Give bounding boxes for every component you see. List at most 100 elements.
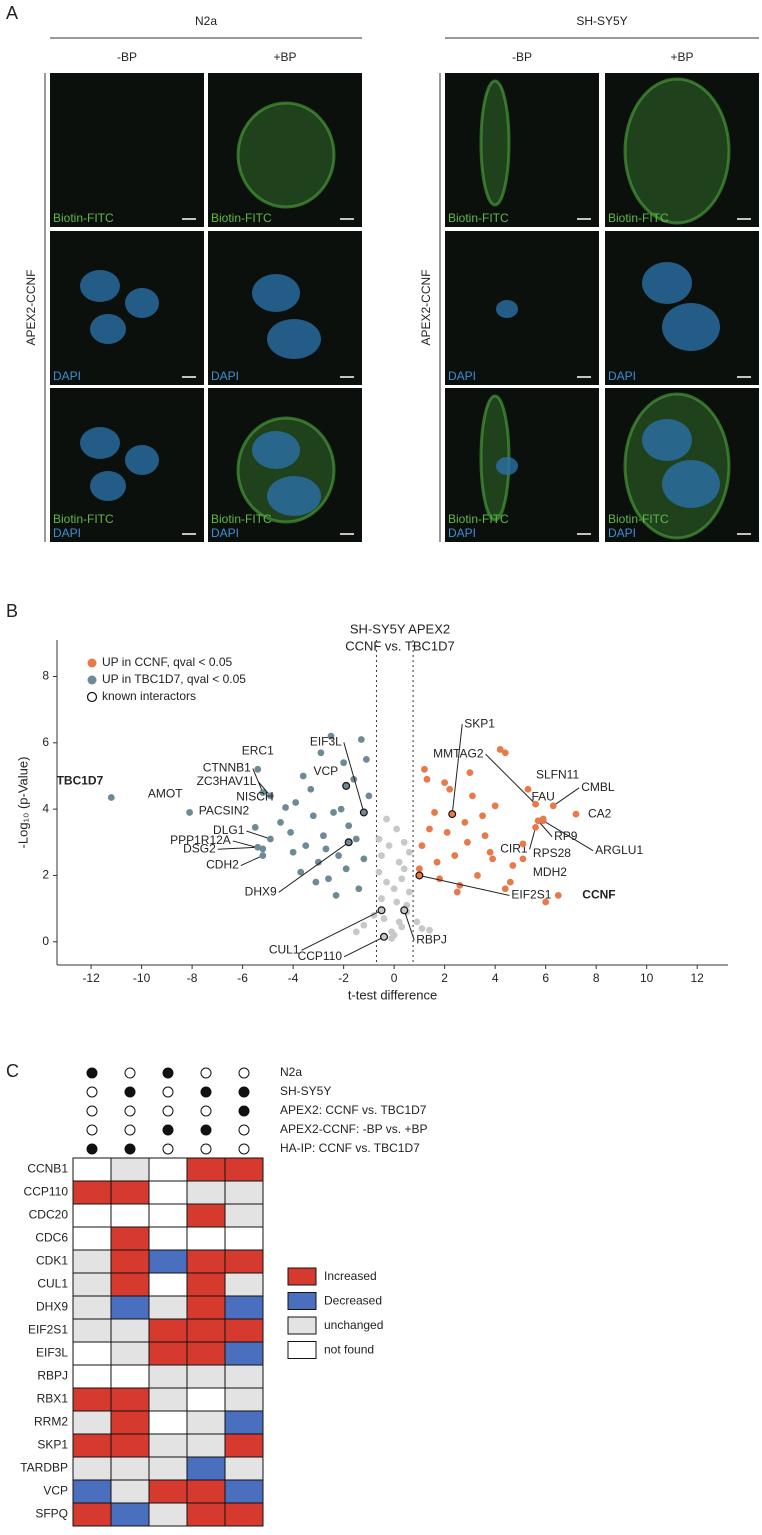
data-point (297, 868, 305, 876)
condition-dot (124, 1086, 136, 1098)
legend-swatch (87, 658, 97, 668)
data-point (474, 872, 481, 879)
data-point (314, 858, 322, 866)
data-point (496, 746, 504, 753)
point-label: DHX9 (245, 884, 277, 898)
labeled-point (534, 817, 542, 825)
condition-dot (238, 1143, 250, 1155)
data-point (360, 921, 368, 929)
data-point (299, 772, 307, 780)
micrograph (50, 73, 204, 227)
channel-label: Biotin-FITC (608, 211, 669, 225)
point-label: MDH2 (533, 865, 567, 879)
heatmap-cell (72, 1502, 112, 1527)
heatmap-cell (224, 1341, 264, 1366)
x-tick-label: 4 (492, 971, 499, 985)
condition-dot (124, 1143, 136, 1155)
point-label: CCNF (582, 888, 615, 902)
point-label: EIF2S1 (511, 888, 551, 902)
data-point (400, 865, 408, 873)
heatmap-cell (186, 1387, 226, 1412)
heatmap-cell (72, 1410, 112, 1435)
heatmap-cell (110, 1410, 150, 1435)
labeled-point (524, 785, 532, 793)
condition-dot (200, 1067, 212, 1079)
data-point (501, 749, 509, 757)
data-point (352, 928, 360, 936)
panel-label: C (6, 1061, 19, 1081)
heatmap-cell (148, 1180, 188, 1205)
heatmap-cell (224, 1502, 264, 1527)
nucleus (125, 445, 159, 475)
data-point (405, 888, 413, 896)
x-tick-label: -10 (133, 971, 151, 985)
heatmap-cell (224, 1433, 264, 1458)
labeled-point (539, 817, 547, 825)
channel-label: Biotin-FITC (448, 211, 509, 225)
heatmap-cell (110, 1433, 150, 1458)
condition-dot (86, 1143, 98, 1155)
legend-label: Increased (324, 1269, 377, 1283)
heatmap-cell (224, 1364, 264, 1389)
nucleus (90, 471, 126, 501)
x-tick-label: -12 (82, 971, 100, 985)
nucleus (267, 319, 321, 359)
data-point (325, 875, 332, 883)
heatmap-cell (110, 1502, 150, 1527)
nucleus (80, 270, 120, 302)
legend-label: not found (324, 1343, 374, 1357)
labeled-point (532, 823, 539, 831)
heatmap-cell (110, 1249, 150, 1274)
nucleus (662, 460, 720, 508)
data-point (542, 898, 550, 906)
labeled-point (554, 891, 562, 899)
heatmap-cell (148, 1157, 188, 1182)
leader-line (343, 742, 365, 813)
condition-dot (238, 1124, 250, 1136)
micrograph (445, 388, 599, 542)
heatmap-cell (110, 1295, 150, 1320)
data-point (461, 818, 469, 826)
labeled-point (259, 789, 267, 796)
heatmap-cell (72, 1318, 112, 1343)
x-tick-label: 8 (593, 971, 600, 985)
heatmap-cell (110, 1203, 150, 1228)
data-point (421, 765, 428, 773)
labeled-point (266, 835, 274, 843)
leader-line (343, 936, 385, 958)
condition-dot (162, 1124, 174, 1136)
channel-label: DAPI (53, 526, 81, 540)
point-label: CDH2 (206, 858, 239, 872)
data-point (491, 802, 499, 810)
gene-label: CUL1 (37, 1277, 68, 1291)
heatmap-cell (186, 1249, 226, 1274)
cell-signal (479, 79, 511, 207)
data-point (481, 832, 489, 840)
condition-dot (200, 1124, 212, 1136)
data-point (375, 835, 383, 843)
heatmap-cell (72, 1180, 112, 1205)
heatmap-cell (72, 1479, 112, 1504)
heatmap-cell (148, 1479, 188, 1504)
labeled-point (532, 800, 539, 808)
point-label: RPS28 (533, 846, 571, 860)
x-tick-label: 0 (391, 971, 398, 985)
heatmap-cell (110, 1318, 150, 1343)
data-point (360, 855, 368, 863)
group-header: SH-SY5Y (576, 14, 627, 28)
heatmap-cell (110, 1364, 150, 1389)
heatmap-cell (224, 1387, 264, 1412)
x-tick-label: 6 (542, 971, 549, 985)
leader-line (485, 753, 536, 805)
data-point (443, 828, 451, 836)
gene-label: CDK1 (36, 1254, 68, 1268)
labeled-point (107, 794, 115, 801)
data-point (380, 915, 388, 922)
condition-dot (238, 1067, 250, 1079)
heatmap-cell (224, 1479, 264, 1504)
y-tick-label: 0 (42, 934, 49, 948)
point-label: VCP (313, 764, 338, 778)
heatmap-cell (72, 1341, 112, 1366)
heatmap-cell (148, 1249, 188, 1274)
nucleus (125, 288, 159, 318)
